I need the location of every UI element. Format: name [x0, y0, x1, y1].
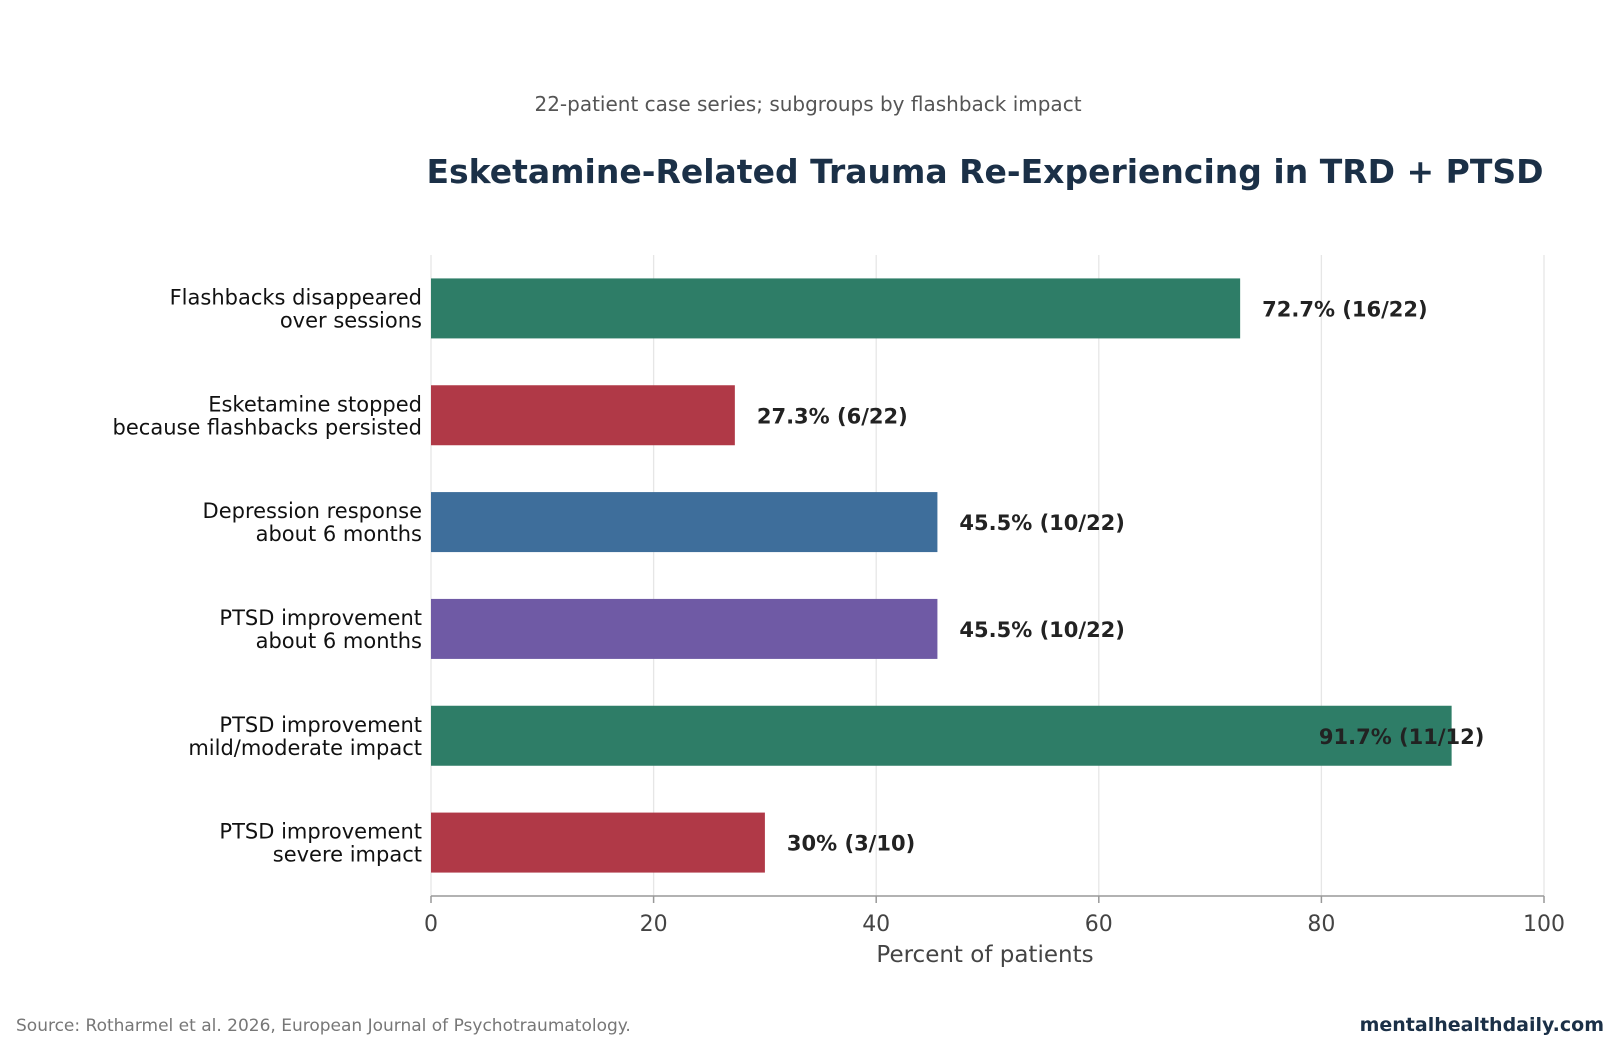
- bar: [431, 385, 735, 446]
- chart-subtitle: 22-patient case series; subgroups by fla…: [534, 92, 1081, 116]
- category-label: PTSD improvement mild/moderate impact: [188, 713, 422, 760]
- value-label: 45.5% (10/22): [959, 511, 1124, 535]
- category-label-line: PTSD improvement: [219, 820, 422, 844]
- x-tick-label: 40: [862, 912, 890, 937]
- category-label-line: Flashbacks disappeared: [170, 285, 422, 309]
- x-axis: 0 20 40 60 80 100: [424, 895, 1565, 937]
- bars: Flashbacks disappeared over sessions 72.7%…: [113, 278, 1484, 873]
- bar: [431, 492, 938, 553]
- category-label-line: about 6 months: [256, 629, 422, 653]
- category-label-line: about 6 months: [256, 522, 422, 546]
- value-label: 91.7% (11/12): [1319, 725, 1484, 749]
- x-tick-label: 20: [640, 912, 668, 937]
- gridlines: [430, 255, 1545, 896]
- category-label: PTSD improvement about 6 months: [219, 606, 422, 653]
- x-tick-label: 60: [1085, 912, 1113, 937]
- bar: [431, 705, 1452, 766]
- category-label-line: Esketamine stopped: [208, 392, 422, 416]
- category-label-line: because flashbacks persisted: [113, 415, 422, 439]
- category-label-line: PTSD improvement: [219, 606, 422, 630]
- chart-title: Esketamine-Related Trauma Re-Experiencin…: [427, 152, 1544, 191]
- value-label: 45.5% (10/22): [959, 618, 1124, 642]
- category-label-line: severe impact: [273, 843, 422, 867]
- value-label: 72.7% (16/22): [1262, 297, 1427, 321]
- brand-label: mentalhealthdaily.com: [1360, 1014, 1604, 1036]
- category-label-line: mild/moderate impact: [188, 736, 422, 760]
- category-label: Flashbacks disappeared over sessions: [170, 285, 422, 332]
- category-label-line: over sessions: [280, 308, 422, 332]
- category-label: PTSD improvement severe impact: [219, 820, 422, 867]
- category-label-line: PTSD improvement: [219, 713, 422, 737]
- source-note: Source: Rotharmel et al. 2026, European …: [16, 1016, 631, 1036]
- category-label-line: Depression response: [203, 499, 422, 523]
- x-tick-label: 80: [1307, 912, 1335, 937]
- value-label: 27.3% (6/22): [757, 404, 908, 428]
- bar: [431, 812, 765, 873]
- x-tick-label: 100: [1523, 912, 1565, 937]
- value-label: 30% (3/10): [787, 832, 915, 856]
- x-axis-title: Percent of patients: [876, 942, 1093, 968]
- bar: [431, 598, 938, 659]
- bar: [431, 278, 1241, 339]
- x-tick-label: 0: [424, 912, 438, 937]
- category-label: Esketamine stopped because flashbacks per…: [113, 392, 422, 439]
- category-label: Depression response about 6 months: [203, 499, 422, 546]
